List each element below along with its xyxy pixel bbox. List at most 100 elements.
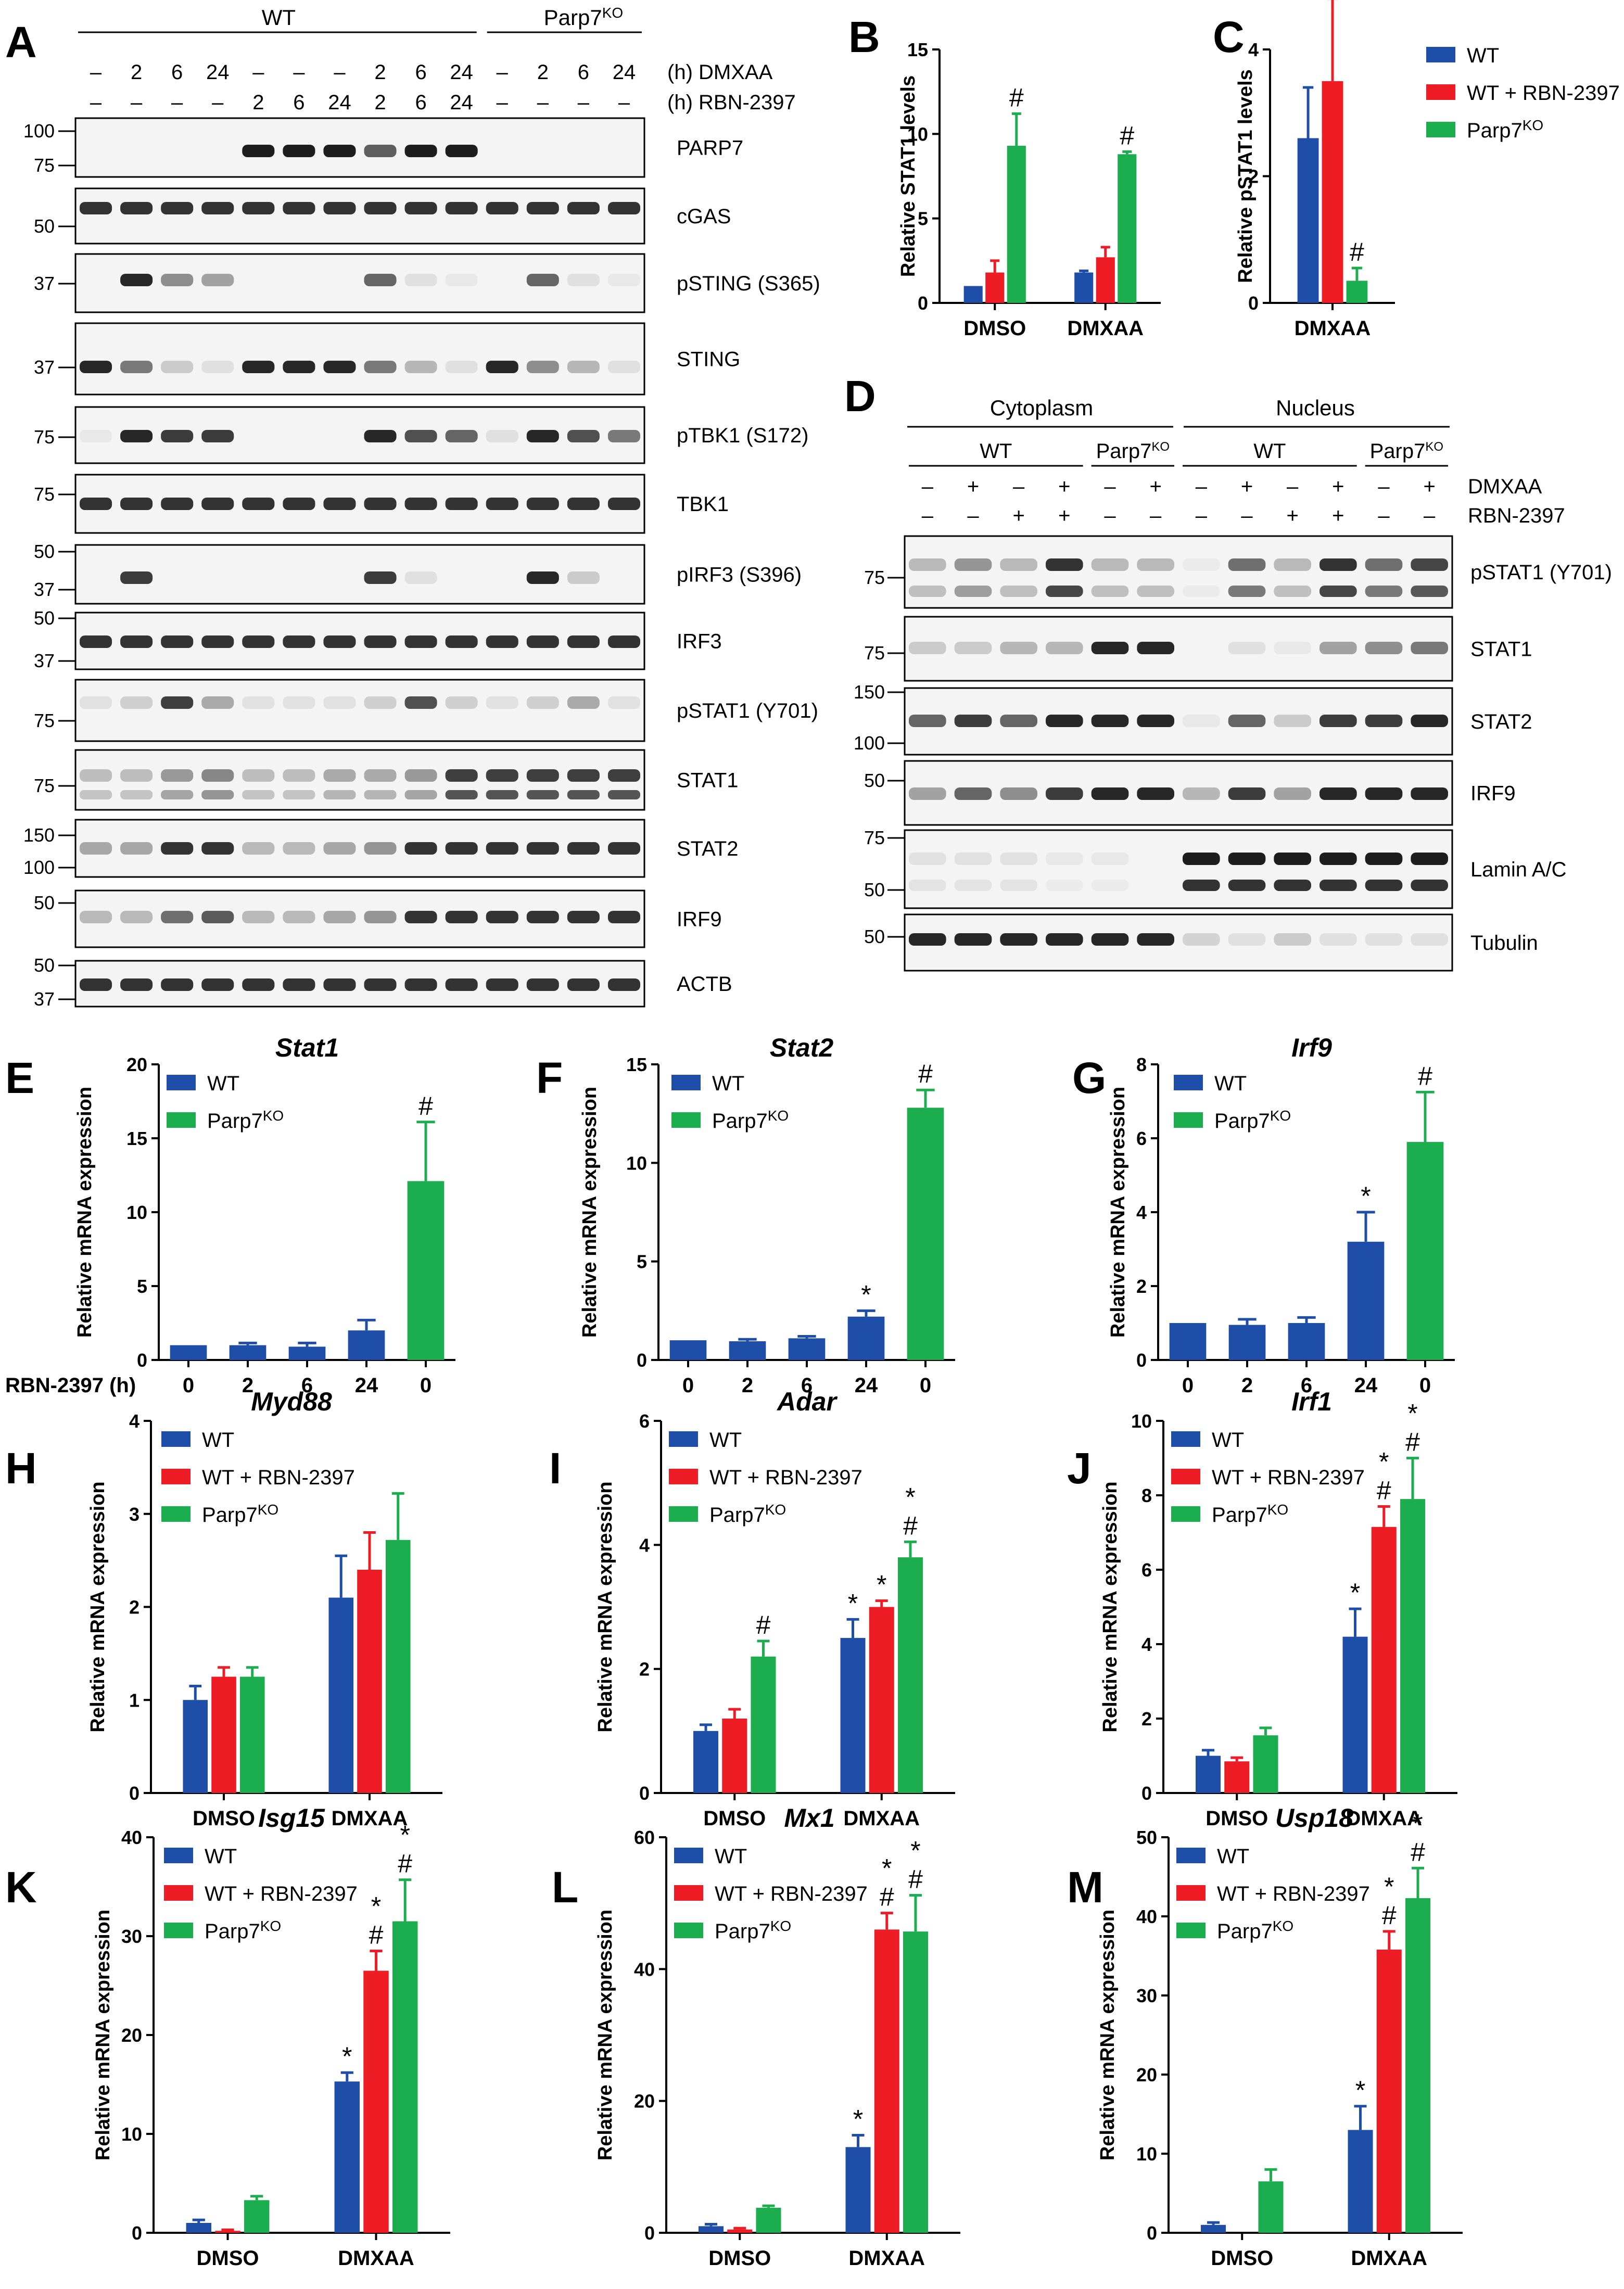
- y-tick-label: 0: [129, 1783, 139, 1804]
- y-axis-label: Relative pSTAT1 levels: [1235, 69, 1257, 283]
- bar: [903, 1931, 928, 2233]
- blot-band: [242, 790, 275, 799]
- rbn-lane-value: +: [1332, 504, 1344, 527]
- mw-marker: 75: [34, 484, 55, 505]
- bar: [170, 1345, 207, 1360]
- chart-title: Isg15: [258, 1803, 325, 1833]
- blot-band: [161, 790, 194, 799]
- blot-band: [445, 430, 478, 442]
- blot-band: [201, 769, 234, 782]
- rbn-lane-value: +: [1012, 504, 1024, 527]
- blot-box: [74, 187, 645, 245]
- mw-marker: 75: [34, 710, 55, 731]
- blot-band: [1046, 715, 1083, 727]
- blot-band: [323, 498, 356, 510]
- y-tick-label: 8: [1141, 1485, 1152, 1506]
- blot-band: [120, 430, 153, 442]
- mw-marker: 50: [864, 879, 885, 900]
- bar: [1007, 146, 1026, 303]
- blot-band: [954, 880, 992, 891]
- dmxaa-lane-value: +: [1423, 475, 1435, 498]
- blot-band: [201, 635, 234, 648]
- legend-swatch: [1176, 1848, 1206, 1863]
- blot-band: [242, 498, 275, 510]
- blot-band: [1046, 933, 1083, 946]
- y-tick-label: 0: [1147, 2222, 1157, 2244]
- blot-box: [904, 913, 1453, 972]
- x-category-label: DMXAA: [1067, 317, 1144, 340]
- legend-label: WT + RBN-2397: [1212, 1466, 1365, 1489]
- bar: [183, 1700, 208, 1793]
- y-tick-label: 40: [121, 1827, 142, 1848]
- legend-label: WT + RBN-2397: [709, 1466, 862, 1489]
- legend-label: WT + RBN-2397: [205, 1883, 358, 1905]
- bar: [729, 1341, 766, 1360]
- blot-band: [1274, 586, 1311, 597]
- blot-band: [120, 635, 153, 648]
- bar: [1253, 1735, 1278, 1793]
- panel-label-b: B: [848, 12, 880, 61]
- blot-band: [80, 430, 112, 442]
- mw-marker: 100: [23, 857, 55, 878]
- blot-box: [74, 960, 645, 1008]
- blot-band: [445, 842, 478, 855]
- y-tick-label: 40: [634, 1959, 655, 1980]
- blot-band: [1320, 586, 1357, 597]
- panel-label-e: E: [5, 1053, 34, 1102]
- blot-band: [1091, 642, 1129, 654]
- rbn-lane-value: –: [1424, 504, 1436, 527]
- blot-band: [445, 274, 478, 286]
- row-label-dmxaa: DMXAA: [1468, 475, 1542, 498]
- blot-band: [445, 978, 478, 991]
- blot-band: [1320, 715, 1357, 727]
- blot-band: [1274, 787, 1311, 800]
- blot-band: [283, 202, 315, 214]
- blot-band: [120, 911, 153, 923]
- significance-mark: *: [1384, 1872, 1394, 1901]
- blot-band: [404, 145, 437, 157]
- blot-band: [242, 202, 275, 214]
- significance-mark: #: [1382, 1901, 1397, 1930]
- dmxaa-lane-value: +: [1332, 475, 1344, 498]
- rbn-lane-value: –: [171, 91, 183, 114]
- blot-band: [1228, 642, 1266, 654]
- blot-band: [364, 498, 397, 510]
- legend-swatch: [674, 1885, 703, 1901]
- blot-band: [1274, 642, 1311, 654]
- legend-label: WT: [715, 1845, 747, 1868]
- x-axis-label: RBN-2397 (h): [5, 1374, 136, 1397]
- bar: [693, 1731, 719, 1793]
- bar: [874, 1929, 899, 2233]
- blot-band: [404, 202, 437, 214]
- x-category-label: 2: [742, 1374, 753, 1397]
- blot-band: [954, 586, 992, 597]
- blot-band: [445, 790, 478, 799]
- y-tick-label: 20: [121, 2025, 142, 2046]
- dmxaa-lane-value: +: [967, 475, 979, 498]
- blot-label: STAT1: [677, 769, 739, 792]
- significance-mark: *: [853, 2105, 863, 2134]
- blot-label: STAT2: [1470, 710, 1532, 733]
- blot-label: IRF3: [677, 630, 722, 653]
- blot-band: [954, 853, 992, 865]
- blot-band: [1228, 715, 1266, 727]
- chart-title: Irf9: [1291, 1033, 1332, 1062]
- blot-box: [74, 322, 645, 396]
- y-tick-label: 4: [1136, 1202, 1147, 1223]
- blot-band: [201, 911, 234, 923]
- chart-j: J Irf1 Relative mRNA expression 0 2 4 6 8 10 DMSO…: [1067, 1387, 1457, 1830]
- blot-band: [526, 911, 559, 923]
- y-tick-label: 4: [639, 1534, 650, 1556]
- rbn-lane-value: 24: [450, 91, 473, 114]
- bar: [1376, 1949, 1402, 2233]
- blot-band: [1274, 933, 1311, 946]
- significance-mark: #: [918, 1059, 933, 1088]
- blot-box: [904, 535, 1453, 609]
- x-category-label: 24: [855, 1374, 878, 1397]
- mw-marker: 37: [34, 988, 55, 1010]
- rbn-lane-value: 24: [328, 91, 351, 114]
- bar: [869, 1607, 894, 1793]
- legend-label: Parp7KO: [712, 1108, 789, 1133]
- bar: [1224, 1761, 1250, 1793]
- bar: [357, 1570, 382, 1793]
